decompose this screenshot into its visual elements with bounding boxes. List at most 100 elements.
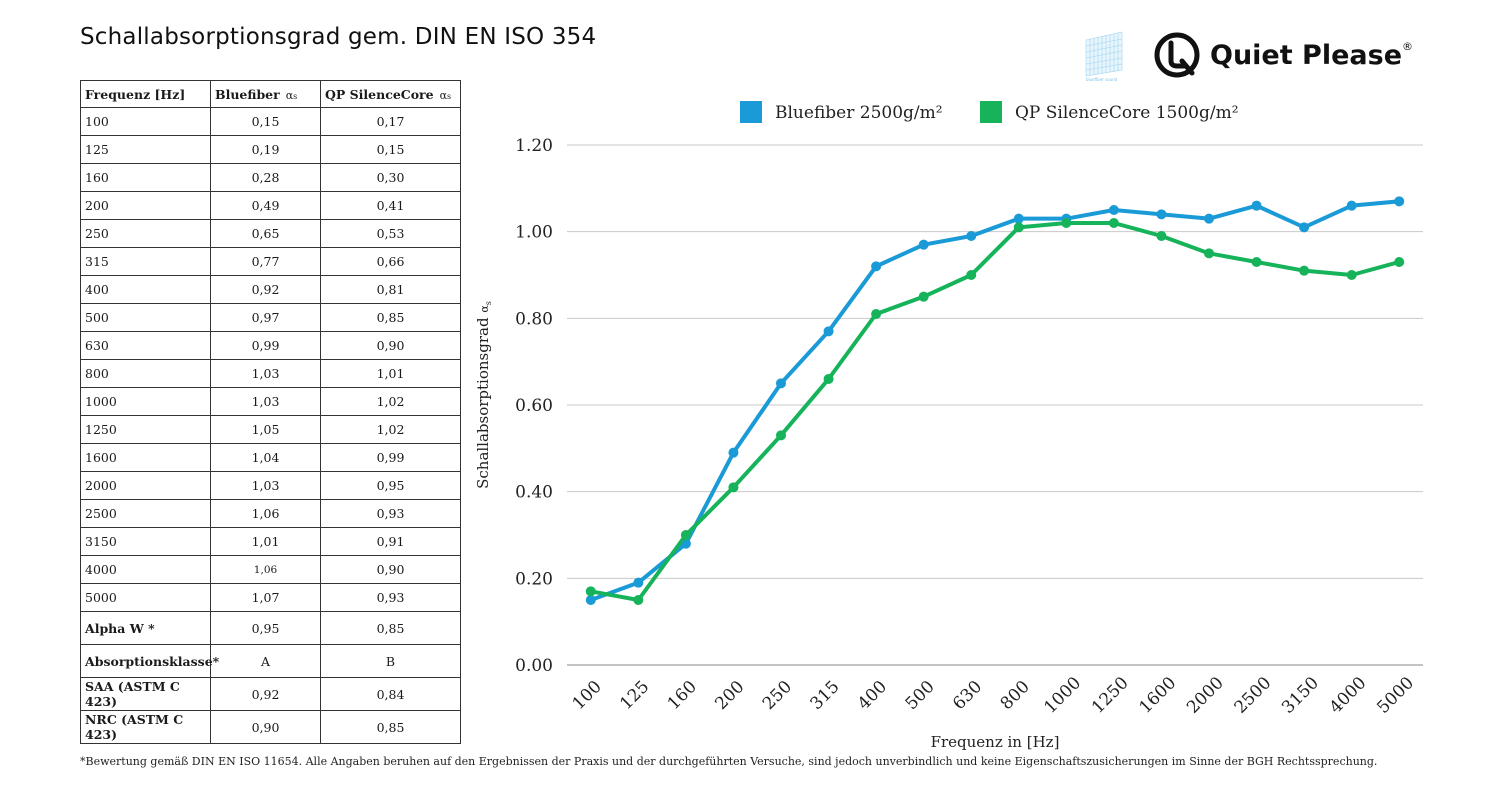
cell-bluefiber: 1,03 xyxy=(210,471,321,500)
cell-bluefiber: 1,06 xyxy=(210,555,321,584)
table-row: 1250 1,05 1,02 xyxy=(80,415,461,444)
series-line xyxy=(590,221,1400,602)
cell-bluefiber: 1,03 xyxy=(210,387,321,416)
table-row: 250 0,65 0,53 xyxy=(80,219,461,248)
data-point xyxy=(776,430,786,441)
data-point xyxy=(585,595,596,605)
summary-silencecore: 0,84 xyxy=(320,677,461,711)
table-row: 1600 1,04 0,99 xyxy=(80,443,461,472)
y-tick-label: 1.00 xyxy=(515,223,553,243)
cell-bluefiber: 1,05 xyxy=(210,415,321,444)
cell-bluefiber: 0,99 xyxy=(210,331,321,360)
cell-silencecore: 0,66 xyxy=(320,247,461,276)
cell-silencecore: 0,17 xyxy=(320,107,461,136)
x-tick-label: 200 xyxy=(711,677,748,714)
data-point xyxy=(823,326,834,337)
data-point xyxy=(1204,213,1214,224)
data-point xyxy=(1299,222,1310,233)
data-point xyxy=(728,482,739,493)
table-row: 5000 1,07 0,93 xyxy=(80,583,461,612)
legend-swatch xyxy=(740,101,762,123)
cell-silencecore: 0,90 xyxy=(320,555,461,584)
absorption-chart: 0.00 0.20 0.40 0.60 0.80 1.00 1.20 100 125 160 200… xyxy=(474,101,1423,751)
legend-label: Bluefiber 2500g/m² xyxy=(775,103,943,123)
summary-label: NRC (ASTM C 423) xyxy=(80,710,211,744)
table-row: 315 0,77 0,66 xyxy=(80,247,461,276)
summary-label: SAA (ASTM C 423) xyxy=(80,677,211,711)
table-row: 125 0,19 0,15 xyxy=(80,135,461,164)
table-row: 200 0,49 0,41 xyxy=(80,191,461,220)
data-point xyxy=(871,261,882,272)
table-row: 100 0,15 0,17 xyxy=(80,107,461,136)
data-point xyxy=(1013,222,1024,233)
cell-frequency: 100 xyxy=(80,107,211,136)
x-tick-label: 125 xyxy=(616,677,653,714)
summary-bluefiber: 0,92 xyxy=(210,677,321,711)
x-tick-label: 2000 xyxy=(1183,673,1228,718)
x-tick-label: 1250 xyxy=(1088,673,1133,718)
table-row: 1000 1,03 1,02 xyxy=(80,387,461,416)
data-point xyxy=(1108,218,1119,228)
cell-frequency: 5000 xyxy=(80,583,211,612)
summary-silencecore: B xyxy=(320,644,461,678)
cell-silencecore: 0,93 xyxy=(320,583,461,612)
x-tick-label: 315 xyxy=(806,677,843,714)
x-tick-label: 630 xyxy=(949,677,986,714)
data-point xyxy=(1013,213,1024,224)
x-tick-label: 100 xyxy=(569,677,606,714)
legend-swatch xyxy=(980,101,1002,123)
cell-bluefiber: 1,04 xyxy=(210,443,321,472)
data-point xyxy=(1251,200,1262,211)
y-tick-label: 0.00 xyxy=(515,656,553,676)
cell-silencecore: 0,41 xyxy=(320,191,461,220)
data-point xyxy=(585,586,596,597)
bluefiber-mark-text: bluefiber sound xyxy=(1086,77,1118,82)
summary-bluefiber: A xyxy=(210,644,321,678)
x-tick-label: 250 xyxy=(759,677,796,714)
cell-frequency: 160 xyxy=(80,163,211,192)
data-point xyxy=(633,595,644,605)
brand-name: Quiet Please® xyxy=(1210,39,1414,71)
cell-frequency: 2500 xyxy=(80,499,211,528)
cell-bluefiber: 0,92 xyxy=(210,275,321,304)
table-row: 400 0,92 0,81 xyxy=(80,275,461,304)
y-tick-label: 0.60 xyxy=(515,396,553,416)
data-point xyxy=(1156,209,1167,220)
legend-label: QP SilenceCore 1500g/m² xyxy=(1015,103,1239,123)
brand-logo: Quiet Please® xyxy=(1152,30,1413,80)
y-tick-label: 1.20 xyxy=(515,136,553,156)
cell-silencecore: 0,81 xyxy=(320,275,461,304)
cell-bluefiber: 1,03 xyxy=(210,359,321,388)
y-tick-label: 0.20 xyxy=(515,569,553,589)
cell-bluefiber: 0,49 xyxy=(210,191,321,220)
cell-frequency: 800 xyxy=(80,359,211,388)
cell-frequency: 400 xyxy=(80,275,211,304)
data-point xyxy=(1061,218,1072,228)
data-point xyxy=(1394,257,1405,267)
summary-silencecore: 0,85 xyxy=(320,611,461,645)
data-point xyxy=(1156,231,1167,241)
table-row: 630 0,99 0,90 xyxy=(80,331,461,360)
summary-label: Alpha W * xyxy=(80,611,211,645)
cell-bluefiber: 0,15 xyxy=(210,107,321,136)
data-point xyxy=(918,239,929,250)
page-title: Schallabsorptionsgrad gem. DIN EN ISO 35… xyxy=(80,24,597,50)
cell-bluefiber: 1,06 xyxy=(210,499,321,528)
cell-bluefiber: 1,01 xyxy=(210,527,321,556)
table-row: 4000 1,06 0,90 xyxy=(80,555,461,584)
cell-bluefiber: 0,28 xyxy=(210,163,321,192)
cell-frequency: 3150 xyxy=(80,527,211,556)
data-point xyxy=(1108,205,1119,215)
cell-frequency: 1250 xyxy=(80,415,211,444)
data-point xyxy=(776,378,786,389)
summary-bluefiber: 0,95 xyxy=(210,611,321,645)
x-tick-label: 1600 xyxy=(1136,673,1181,718)
data-point xyxy=(1346,270,1357,280)
data-point xyxy=(871,309,882,319)
table-row: 2000 1,03 0,95 xyxy=(80,471,461,500)
summary-silencecore: 0,85 xyxy=(320,710,461,744)
cell-bluefiber: 0,97 xyxy=(210,303,321,332)
data-point xyxy=(680,530,691,540)
cell-silencecore: 0,85 xyxy=(320,303,461,332)
table-row: 3150 1,01 0,91 xyxy=(80,527,461,556)
